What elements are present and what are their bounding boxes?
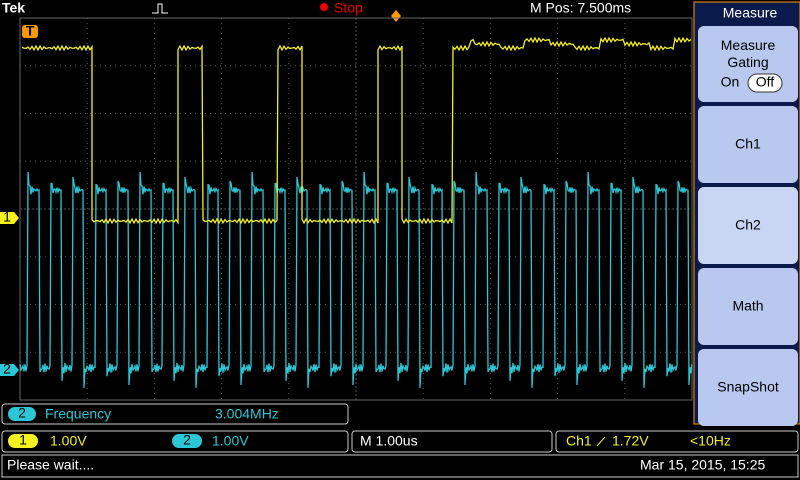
acq-icon xyxy=(152,3,168,14)
menu-button-label: Ch2 xyxy=(735,217,761,233)
trigger-level: 1.72V xyxy=(612,433,649,449)
horizontal-position: M Pos: 7.500ms xyxy=(530,0,631,16)
menu-button[interactable] xyxy=(698,106,798,183)
trigger-marker xyxy=(22,25,38,38)
ch1-marker-label: 1 xyxy=(3,209,11,225)
gating-off-pill xyxy=(747,73,783,93)
trigger-marker-label: T xyxy=(26,23,35,39)
ch2-marker xyxy=(0,364,19,376)
ch1-scale: 1.00V xyxy=(50,433,87,449)
status-message: Please wait.... xyxy=(7,457,94,473)
ch2-marker-label: 2 xyxy=(3,361,11,377)
trigger-slope xyxy=(596,436,606,447)
ch2-scale: 1.00V xyxy=(212,433,249,449)
timebase: M 1.00us xyxy=(360,433,418,449)
menu-button-label: Math xyxy=(732,298,763,314)
gating-on: On xyxy=(721,74,740,90)
measurement-name: Frequency xyxy=(45,406,111,422)
trigger-box xyxy=(555,430,799,453)
menu-button[interactable] xyxy=(698,349,798,426)
ch1-marker xyxy=(0,212,19,224)
trigger-source: Ch1 xyxy=(566,433,592,449)
brand: Tek xyxy=(2,0,25,16)
measurement-channel: 2 xyxy=(18,405,26,421)
trigger-frequency: <10Hz xyxy=(690,433,731,449)
ch2-badge-label: 2 xyxy=(183,432,191,448)
ch1-badge-label: 1 xyxy=(19,432,27,448)
menu-button[interactable] xyxy=(698,187,798,264)
gating-off: Off xyxy=(756,74,775,90)
run-state: Stop xyxy=(334,0,363,16)
ch1-badge xyxy=(8,434,38,448)
message-bar xyxy=(1,454,799,478)
menu-title: Measure xyxy=(723,5,778,21)
menu-button-label: Ch1 xyxy=(735,136,761,152)
measurement-box xyxy=(1,403,349,425)
trigger-position-marker xyxy=(391,10,401,22)
datetime: Mar 15, 2015, 15:25 xyxy=(640,457,766,473)
ch2-waveform xyxy=(19,171,693,388)
ch1-waveform xyxy=(21,36,692,225)
menu-items: Ch1 Ch2 Math SnapShot xyxy=(698,106,798,426)
ch2-badge xyxy=(172,434,202,448)
gating-title: Measure Gating xyxy=(721,37,776,70)
menu-button-label: SnapShot xyxy=(717,379,779,395)
timebase-box xyxy=(351,430,553,453)
measurement-badge xyxy=(8,407,36,421)
measurement-value: 3.004MHz xyxy=(215,406,279,422)
graticule-border xyxy=(19,17,693,401)
stop-dot xyxy=(320,3,328,11)
menu-button[interactable] xyxy=(698,268,798,345)
graticule xyxy=(20,18,692,400)
